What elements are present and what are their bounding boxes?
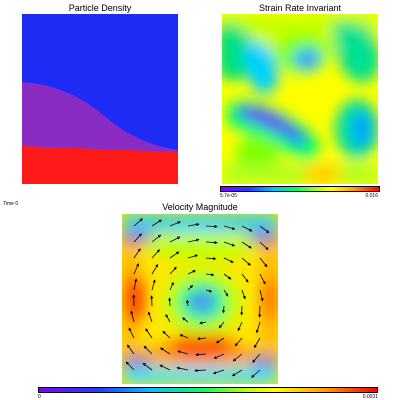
velocity-arrow (223, 225, 236, 230)
velocity-arrow (185, 299, 190, 307)
velocity-arrow (234, 337, 243, 347)
velocity-arrow (195, 353, 207, 357)
velocity-arrow (215, 337, 225, 344)
velocity-arrow (222, 305, 226, 314)
velocity-arrow (223, 257, 234, 263)
velocity-arrow (223, 289, 229, 297)
velocity-arrow (151, 219, 162, 227)
velocity-arrow (127, 344, 135, 355)
velocity-arrow (133, 248, 141, 259)
strain-rate-colorbar (220, 186, 380, 192)
velocity-arrow (205, 257, 217, 261)
velocity-arrow (197, 337, 207, 341)
velocity-arrow (241, 225, 253, 232)
velocity-arrow (259, 241, 269, 251)
velocity-arrow (241, 289, 246, 300)
velocity-arrow (169, 236, 181, 243)
strain-rate-title: Strain Rate Invariant (258, 3, 342, 13)
velocity-magnitude-title: Velocity Magnitude (162, 202, 238, 212)
velocity-arrow (218, 321, 225, 329)
velocity-arrow (252, 353, 261, 363)
velocity-arrow (241, 241, 252, 249)
velocity-arrow (194, 368, 207, 373)
velocity-arrow (205, 240, 218, 245)
velocity-colorbar-min: 0 (38, 394, 41, 400)
strain-rate-colorbar-min: 5.7e-05 (220, 193, 237, 199)
velocity-arrow (145, 328, 153, 339)
lower-red-layer (22, 146, 178, 184)
strain-rate-colorbar-max: 0.016 (365, 193, 378, 199)
velocity-arrow (130, 310, 135, 323)
velocity-arrow (169, 221, 181, 227)
velocity-colorbar-max: 0.0031 (362, 394, 378, 400)
velocity-arrow (251, 369, 261, 378)
velocity-arrow (259, 257, 268, 268)
velocity-arrow (169, 251, 180, 259)
velocity-arrow (255, 321, 261, 334)
velocity-arrow (213, 353, 225, 359)
velocity-arrow (259, 273, 266, 285)
velocity-arrow (162, 330, 171, 339)
velocity-arrow (128, 327, 135, 339)
velocity-arrow (223, 241, 236, 247)
velocity-arrow (187, 222, 200, 227)
velocity-arrow (259, 225, 270, 234)
velocity-arrow (223, 273, 232, 280)
velocity-arrow (253, 337, 261, 349)
velocity-arrow (205, 273, 215, 277)
velocity-arrow (187, 254, 199, 259)
velocity-arrow (187, 238, 200, 243)
velocity-arrow (169, 281, 174, 291)
velocity-arrow (169, 266, 177, 275)
velocity-arrow (241, 257, 251, 266)
velocity-colorbar (38, 387, 378, 393)
velocity-arrow (133, 218, 143, 227)
velocity-arrow (177, 350, 189, 355)
velocity-arrow (212, 369, 225, 375)
velocity-arrow (133, 278, 138, 291)
velocity-arrow (133, 263, 139, 275)
velocity-vectors (125, 218, 270, 378)
velocity-arrow (205, 289, 213, 293)
velocity-arrow (179, 334, 189, 339)
velocity-arrow (151, 234, 162, 243)
particle-density-plot (22, 14, 178, 184)
velocity-arrow (205, 224, 218, 229)
velocity-arrow (241, 273, 249, 283)
velocity-arrow (232, 353, 243, 362)
velocity-arrow (187, 284, 194, 291)
strain-rate-plot (222, 14, 378, 184)
velocity-arrow (231, 369, 243, 377)
velocity-arrow (142, 362, 153, 371)
velocity-arrow (125, 361, 135, 371)
velocity-arrow (176, 366, 189, 371)
particle-density-title: Particle Density (68, 3, 132, 13)
velocity-arrow (187, 270, 196, 275)
velocity-arrow (259, 289, 264, 302)
velocity-arrow (159, 364, 171, 371)
velocity-arrow (165, 314, 171, 323)
time-label: Time 0 (3, 201, 19, 207)
velocity-magnitude-plot (122, 214, 278, 384)
velocity-arrow (151, 279, 156, 291)
velocity-arrow (151, 249, 160, 259)
velocity-arrow (199, 321, 207, 325)
velocity-arrow (143, 345, 153, 355)
velocity-arrow (151, 263, 159, 275)
velocity-arrow (168, 297, 172, 307)
velocity-arrow (133, 233, 142, 243)
velocity-arrow (147, 311, 153, 323)
velocity-arrow (182, 317, 189, 323)
velocity-arrow (237, 321, 243, 332)
velocity-arrow (160, 347, 171, 355)
